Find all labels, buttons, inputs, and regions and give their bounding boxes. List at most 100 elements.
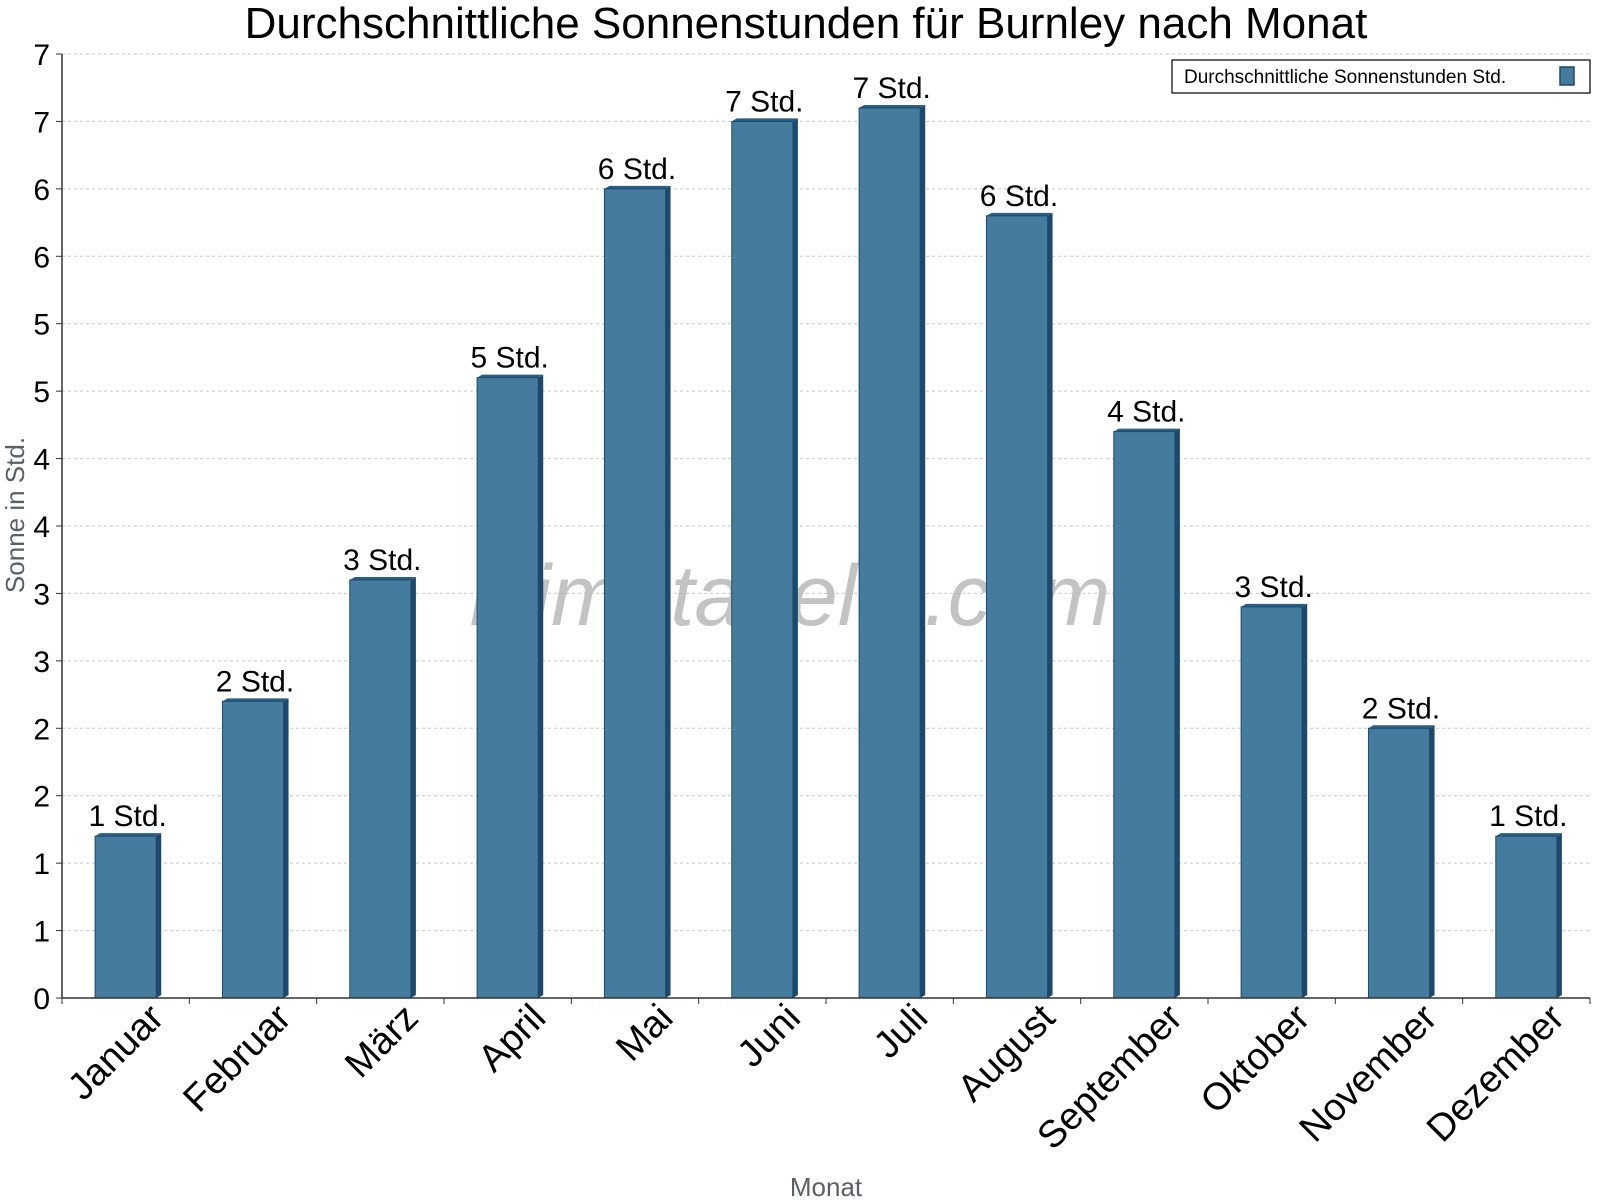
data-label: 1 Std.	[88, 800, 166, 833]
bar-top	[859, 104, 926, 108]
y-tick-label: 2	[33, 713, 50, 746]
legend-box	[1171, 59, 1591, 94]
bar-side	[538, 374, 544, 999]
x-tick-label: Juni	[730, 997, 809, 1076]
y-tick-label: 2	[33, 781, 50, 814]
bar-side	[410, 576, 416, 998]
y-tick-label: 6	[33, 241, 50, 274]
data-label: 6 Std.	[598, 153, 676, 186]
x-tick-label: Mai	[608, 997, 681, 1070]
y-tick-label: 7	[33, 39, 50, 72]
data-label: 3 Std.	[343, 544, 421, 577]
bar	[858, 104, 926, 999]
bar-side	[1174, 428, 1180, 999]
data-label: 1 Std.	[1489, 800, 1567, 833]
bar-side	[665, 185, 671, 998]
x-tick-labels: Januar Februar März April Mai Juni Juli AugustS…	[60, 996, 1573, 1157]
gridlines	[62, 53, 1590, 932]
data-label: 3 Std.	[1234, 571, 1312, 604]
data-label: 5 Std.	[470, 342, 548, 375]
bar-face	[731, 120, 794, 999]
bar-top	[604, 185, 671, 189]
x-axis-label: Monat	[790, 1172, 863, 1200]
bar	[1495, 833, 1562, 999]
y-tick-label: 6	[33, 174, 50, 207]
bar-side	[1429, 725, 1435, 998]
y-tick-label: 4	[33, 511, 50, 544]
bar-face	[1113, 431, 1176, 999]
legend-swatch	[1559, 66, 1575, 86]
bar	[603, 185, 671, 999]
bar-top	[95, 833, 162, 837]
x-tick-label: Februar	[176, 996, 300, 1120]
y-tick-label: 4	[33, 444, 50, 477]
bar-top	[986, 212, 1053, 216]
bar-top	[477, 374, 544, 378]
x-tick-label: April	[471, 997, 554, 1080]
y-tick-label: 0	[33, 983, 50, 1016]
bar	[221, 698, 289, 999]
bar-side	[1556, 833, 1562, 998]
bar	[476, 374, 544, 999]
x-tick-label: Dezember	[1419, 996, 1573, 1150]
legend: Durchschnittliche Sonnenstunden Std.	[1171, 59, 1591, 94]
bar-face	[94, 835, 157, 999]
bar-side	[1047, 212, 1053, 999]
bars	[94, 104, 1562, 999]
bar-top	[1113, 428, 1180, 432]
data-label: 2 Std.	[216, 665, 294, 698]
bar-side	[156, 833, 162, 998]
bar	[731, 118, 798, 999]
bar-side	[1302, 603, 1308, 998]
y-tick-labels: 0 1 1 2 2 3 3 4 4 5 5 6 6 7 7	[33, 39, 50, 1016]
x-tick-label: Oktober	[1193, 996, 1319, 1122]
bar-face	[1367, 727, 1431, 999]
data-label: 7 Std.	[725, 85, 803, 118]
bar-face	[1495, 835, 1558, 999]
bar-top	[1495, 833, 1562, 837]
bar	[94, 833, 162, 999]
bar	[985, 212, 1053, 999]
bar-face	[349, 579, 412, 999]
bar-face	[603, 188, 667, 999]
x-tick-label: März	[337, 997, 426, 1086]
y-tick-label: 1	[33, 848, 50, 881]
y-tick-label: 5	[33, 376, 50, 409]
y-tick-label: 1	[33, 916, 50, 949]
y-tick-label: 3	[33, 646, 50, 679]
chart-title: Durchschnittliche Sonnenstunden für Burn…	[245, 0, 1368, 48]
bar-face	[476, 377, 539, 999]
x-tick-label: Juli	[866, 997, 936, 1067]
bar	[1113, 428, 1180, 999]
bar-top	[1241, 603, 1308, 607]
y-tick-label: 5	[33, 309, 50, 342]
y-tick-label: 7	[33, 106, 50, 139]
axes	[56, 53, 1591, 1004]
bar-face	[1240, 606, 1303, 999]
y-axis-label: Sonne in Std.	[0, 437, 30, 593]
bar	[1240, 603, 1308, 999]
data-label: 4 Std.	[1107, 396, 1185, 429]
bar-face	[858, 107, 921, 999]
bar-face	[221, 700, 285, 999]
bar-side	[920, 104, 926, 998]
data-label: 6 Std.	[980, 180, 1058, 213]
x-tick-label: Januar	[60, 996, 172, 1108]
bar-top	[731, 118, 798, 122]
bar-side	[792, 118, 798, 998]
data-label: 7 Std.	[852, 72, 930, 105]
x-tick-label: August	[950, 996, 1064, 1110]
x-tick-label: November	[1292, 996, 1446, 1150]
legend-label: Durchschnittliche Sonnenstunden Std.	[1184, 67, 1506, 88]
bar-top	[349, 576, 416, 580]
data-label: 2 Std.	[1362, 692, 1440, 725]
bar	[1367, 725, 1435, 999]
bar-side	[283, 698, 289, 998]
bar-face	[985, 215, 1049, 999]
data-labels: 1 Std. 2 Std. 3 Std. 5 Std. 6 Std. 7 Std. 7 St…	[88, 72, 1567, 833]
bar-top	[222, 698, 289, 702]
bar	[349, 576, 416, 999]
bar-top	[1368, 725, 1435, 729]
